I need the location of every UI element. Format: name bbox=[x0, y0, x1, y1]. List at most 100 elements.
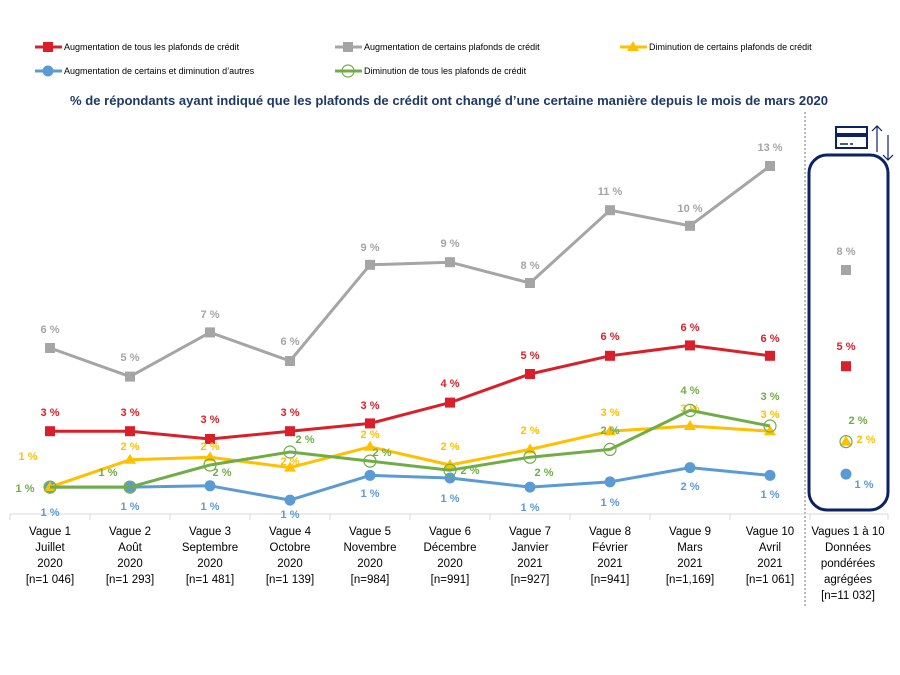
data-label: 3 % bbox=[761, 409, 780, 421]
data-point bbox=[283, 445, 297, 459]
series-line bbox=[50, 466, 771, 502]
data-label: 3 % bbox=[201, 414, 220, 426]
data-label: 6 % bbox=[761, 333, 780, 345]
data-point bbox=[45, 426, 55, 437]
data-point bbox=[685, 340, 695, 351]
category-label: 2020 bbox=[197, 558, 223, 570]
category-label: Vague 7 bbox=[509, 526, 551, 538]
series-line bbox=[49, 164, 771, 379]
category-label: [n=1 139] bbox=[266, 574, 314, 586]
data-label: 3 % bbox=[121, 407, 140, 419]
data-point bbox=[124, 453, 136, 464]
aggregate-category-label: agrégées bbox=[824, 574, 872, 586]
category-label: Février bbox=[592, 542, 628, 554]
legend-label: Augmentation de certains plafonds de cré… bbox=[364, 42, 540, 52]
data-label: 1 % bbox=[121, 501, 140, 513]
data-point bbox=[683, 403, 697, 417]
legend-marker bbox=[343, 42, 353, 52]
series: 1 % 1 % 1 % 1 % 1 % 1 % 1 % 1 % 2 % 1 % 1 % bbox=[41, 462, 874, 521]
data-point bbox=[764, 469, 776, 481]
legend-item: Diminution de tous les plafonds de crédi… bbox=[335, 64, 527, 78]
category-label: [n=1 061] bbox=[746, 574, 794, 586]
legend-item: Augmentation de tous les plafonds de cré… bbox=[35, 42, 240, 52]
category-label: Janvier bbox=[511, 542, 548, 554]
category-label: Décembre bbox=[423, 542, 476, 554]
category-label: Juillet bbox=[35, 542, 65, 554]
category-label: Vague 9 bbox=[669, 526, 711, 538]
data-point bbox=[765, 350, 775, 361]
data-label: 6 % bbox=[281, 336, 300, 348]
category-label: 2020 bbox=[37, 558, 63, 570]
category-label: Septembre bbox=[182, 542, 238, 554]
category-label: [n=1,169] bbox=[666, 574, 714, 586]
aggregate-label: 5 % bbox=[837, 341, 856, 353]
plot-area: 6 %5 %7 %6 %9 % 9 %8 %11 %10 %13 %8 %3 % 3… bbox=[16, 142, 876, 521]
series-line bbox=[50, 343, 771, 441]
data-label: 11 % bbox=[598, 186, 623, 198]
data-point bbox=[364, 440, 376, 451]
legend: Augmentation de tous les plafonds de cré… bbox=[35, 41, 812, 78]
data-label: 1 % bbox=[281, 509, 300, 521]
data-point bbox=[445, 397, 455, 408]
data-point bbox=[205, 327, 215, 338]
category-label: Vague 5 bbox=[349, 526, 391, 538]
credit-card-up-down-icon bbox=[835, 125, 894, 161]
series-line bbox=[50, 408, 771, 489]
legend-marker bbox=[341, 64, 355, 78]
data-point bbox=[365, 259, 375, 270]
category-label: 2021 bbox=[677, 558, 703, 570]
category-label: Avril bbox=[759, 542, 781, 554]
data-label: 2 % bbox=[121, 441, 140, 453]
category-label: 2021 bbox=[597, 558, 623, 570]
data-label: 2 % bbox=[535, 467, 554, 479]
category-label: [n=1 046] bbox=[26, 574, 74, 586]
data-label: 13 % bbox=[757, 142, 782, 154]
legend-item: Augmentation de certains plafonds de cré… bbox=[335, 42, 540, 52]
legend-label: Augmentation de tous les plafonds de cré… bbox=[64, 42, 240, 52]
data-label: 1 % bbox=[19, 451, 38, 463]
data-point bbox=[445, 257, 455, 268]
data-label: 9 % bbox=[441, 238, 460, 250]
data-label: 2 % bbox=[361, 429, 380, 441]
series: 3 % 3 % 3 % 3 % 3 % 4 % 5 % 6 % 6 % 6 % 5 % bbox=[41, 322, 856, 444]
data-label: 2 % bbox=[296, 434, 315, 446]
data-point bbox=[125, 426, 135, 437]
data-point bbox=[365, 418, 375, 429]
legend-item: Augmentation de certains et diminution d… bbox=[35, 65, 255, 77]
data-point bbox=[523, 450, 537, 464]
data-label: 6 % bbox=[601, 331, 620, 343]
aggregate-point bbox=[839, 435, 853, 449]
data-point bbox=[363, 454, 377, 468]
data-point bbox=[684, 420, 696, 430]
category-label: 2020 bbox=[277, 558, 303, 570]
data-label: 9 % bbox=[361, 242, 380, 254]
data-label: 2 % bbox=[521, 425, 540, 437]
category-label: Octobre bbox=[270, 542, 311, 554]
x-axis: Vague 1 Juillet 2020 [n=1 046] Vague 2 Août 20… bbox=[9, 513, 889, 602]
category-label: Mars bbox=[677, 542, 703, 554]
category-label: [n=941] bbox=[591, 574, 630, 586]
legend-label: Diminution de tous les plafonds de crédi… bbox=[364, 66, 527, 76]
data-label: 1 % bbox=[521, 502, 540, 514]
data-point bbox=[524, 481, 536, 493]
data-point bbox=[524, 443, 536, 454]
data-point bbox=[605, 205, 615, 216]
data-point bbox=[685, 220, 695, 231]
category-label: [n=984] bbox=[351, 574, 390, 586]
aggregate-point bbox=[840, 435, 852, 446]
data-label: 3 % bbox=[361, 400, 380, 412]
category-label: Vague 8 bbox=[589, 526, 631, 538]
data-point bbox=[204, 451, 216, 462]
category-label: Vague 1 bbox=[29, 526, 71, 538]
data-point bbox=[203, 458, 217, 472]
data-label: 3 % bbox=[601, 407, 620, 419]
category-label: Août bbox=[118, 542, 142, 554]
category-label: 2020 bbox=[437, 558, 463, 570]
category-label: [n=991] bbox=[431, 574, 470, 586]
category-label: [n=1 293] bbox=[106, 574, 154, 586]
legend-item: Diminution de certains plafonds de crédi… bbox=[620, 41, 812, 52]
data-point bbox=[604, 425, 616, 436]
data-point bbox=[603, 442, 617, 456]
data-point bbox=[525, 278, 535, 288]
data-point bbox=[123, 480, 137, 494]
